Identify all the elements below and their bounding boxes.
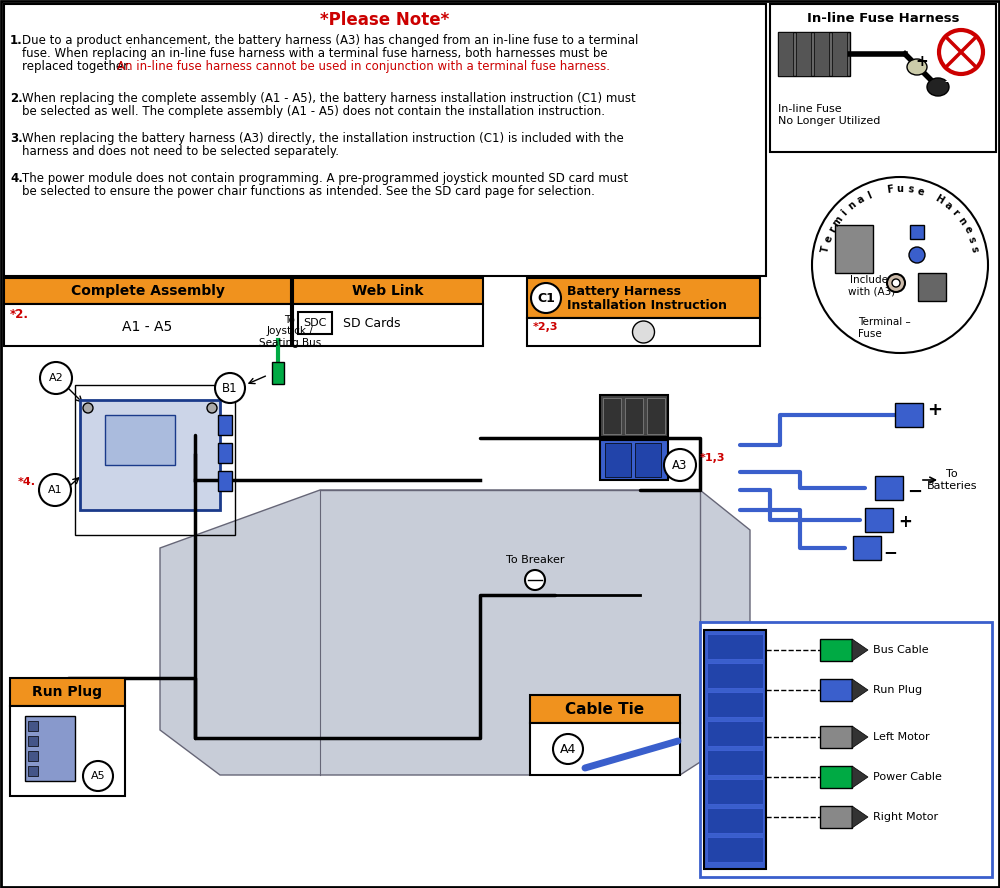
Text: 1.: 1. bbox=[10, 34, 23, 47]
Text: To
Batteries: To Batteries bbox=[927, 469, 977, 491]
FancyBboxPatch shape bbox=[647, 398, 665, 434]
Circle shape bbox=[39, 474, 71, 506]
FancyBboxPatch shape bbox=[603, 398, 621, 434]
FancyBboxPatch shape bbox=[293, 304, 483, 346]
Text: e: e bbox=[916, 186, 925, 197]
Text: A1: A1 bbox=[48, 485, 62, 495]
Text: F: F bbox=[886, 185, 894, 195]
Circle shape bbox=[633, 321, 654, 343]
FancyBboxPatch shape bbox=[895, 403, 923, 427]
Circle shape bbox=[83, 761, 113, 791]
Text: A3: A3 bbox=[672, 458, 688, 472]
Text: e: e bbox=[961, 225, 973, 235]
Text: Left Motor: Left Motor bbox=[873, 732, 930, 742]
Text: +: + bbox=[772, 799, 785, 814]
FancyBboxPatch shape bbox=[778, 32, 793, 76]
Text: H: H bbox=[933, 194, 945, 206]
Text: Web Link: Web Link bbox=[352, 284, 424, 298]
FancyBboxPatch shape bbox=[527, 318, 760, 346]
Text: SDC: SDC bbox=[303, 318, 327, 328]
Text: a: a bbox=[942, 200, 954, 212]
FancyBboxPatch shape bbox=[4, 4, 766, 276]
Circle shape bbox=[553, 734, 583, 764]
Text: Battery Harness: Battery Harness bbox=[567, 284, 681, 297]
Text: When replacing the complete assembly (A1 - A5), the battery harness installation: When replacing the complete assembly (A1… bbox=[22, 92, 636, 105]
Text: replaced together.: replaced together. bbox=[22, 60, 138, 73]
Circle shape bbox=[939, 30, 983, 74]
Text: Terminal –
Fuse: Terminal – Fuse bbox=[858, 317, 911, 338]
Text: Run Plug: Run Plug bbox=[32, 685, 103, 699]
Text: i: i bbox=[840, 209, 849, 218]
Text: A4: A4 bbox=[560, 742, 576, 756]
Text: m: m bbox=[831, 214, 845, 228]
Text: T: T bbox=[820, 245, 831, 254]
FancyBboxPatch shape bbox=[707, 634, 763, 659]
Text: e: e bbox=[823, 234, 834, 244]
FancyBboxPatch shape bbox=[10, 706, 125, 796]
Text: n: n bbox=[846, 200, 858, 212]
FancyBboxPatch shape bbox=[527, 278, 760, 318]
Text: harness and does not need to be selected separately.: harness and does not need to be selected… bbox=[22, 145, 339, 158]
FancyBboxPatch shape bbox=[105, 415, 175, 465]
Text: A2: A2 bbox=[49, 373, 63, 383]
FancyBboxPatch shape bbox=[820, 806, 852, 828]
Text: −: − bbox=[907, 483, 923, 501]
Polygon shape bbox=[852, 726, 868, 748]
Text: M2: M2 bbox=[772, 830, 793, 844]
Text: SD Cards: SD Cards bbox=[343, 316, 400, 329]
Text: −: − bbox=[772, 770, 785, 784]
Text: In-line Fuse
No Longer Utilized: In-line Fuse No Longer Utilized bbox=[778, 104, 880, 125]
FancyBboxPatch shape bbox=[704, 630, 766, 869]
Text: *2.: *2. bbox=[10, 308, 29, 321]
Text: B1: B1 bbox=[222, 382, 238, 394]
FancyBboxPatch shape bbox=[218, 415, 232, 435]
Text: To
Joystick /
Seating Bus: To Joystick / Seating Bus bbox=[259, 315, 321, 348]
FancyBboxPatch shape bbox=[865, 508, 893, 532]
Text: 2.: 2. bbox=[10, 92, 23, 105]
Circle shape bbox=[40, 362, 72, 394]
FancyBboxPatch shape bbox=[605, 443, 631, 477]
FancyBboxPatch shape bbox=[707, 779, 763, 804]
FancyBboxPatch shape bbox=[218, 443, 232, 463]
Text: fuse. When replacing an in-line fuse harness with a terminal fuse harness, both : fuse. When replacing an in-line fuse har… bbox=[22, 47, 608, 60]
FancyBboxPatch shape bbox=[707, 721, 763, 746]
Text: l: l bbox=[866, 190, 873, 201]
Text: Complete Assembly: Complete Assembly bbox=[71, 284, 224, 298]
Text: Power Cable: Power Cable bbox=[873, 772, 942, 782]
Text: Bus Cable: Bus Cable bbox=[873, 645, 929, 655]
FancyBboxPatch shape bbox=[25, 716, 75, 781]
Circle shape bbox=[892, 279, 900, 287]
Text: r: r bbox=[827, 226, 838, 234]
FancyBboxPatch shape bbox=[600, 395, 668, 437]
Circle shape bbox=[812, 177, 988, 353]
FancyBboxPatch shape bbox=[778, 32, 850, 76]
FancyBboxPatch shape bbox=[853, 536, 881, 560]
FancyBboxPatch shape bbox=[635, 443, 661, 477]
Text: +: + bbox=[928, 401, 942, 419]
FancyBboxPatch shape bbox=[700, 622, 992, 877]
Text: M1: M1 bbox=[772, 731, 793, 743]
FancyBboxPatch shape bbox=[4, 278, 291, 304]
FancyBboxPatch shape bbox=[28, 751, 38, 761]
Text: u: u bbox=[896, 184, 904, 194]
FancyBboxPatch shape bbox=[625, 398, 643, 434]
Text: *1,3: *1,3 bbox=[700, 453, 726, 463]
FancyBboxPatch shape bbox=[820, 726, 852, 748]
Text: 4.: 4. bbox=[10, 172, 23, 185]
Circle shape bbox=[215, 373, 245, 403]
Text: be selected as well. The complete assembly (A1 - A5) does not contain the instal: be selected as well. The complete assemb… bbox=[22, 105, 605, 118]
Text: 3.: 3. bbox=[10, 132, 23, 145]
Text: Installation Instruction: Installation Instruction bbox=[567, 298, 727, 312]
Text: −: − bbox=[944, 75, 956, 90]
FancyBboxPatch shape bbox=[820, 679, 852, 701]
Text: −: − bbox=[772, 852, 785, 868]
Text: A1 - A5: A1 - A5 bbox=[122, 320, 173, 334]
FancyBboxPatch shape bbox=[832, 32, 847, 76]
FancyBboxPatch shape bbox=[293, 278, 483, 304]
Ellipse shape bbox=[907, 59, 927, 75]
FancyBboxPatch shape bbox=[530, 695, 680, 723]
Text: be selected to ensure the power chair functions as intended. See the SD card pag: be selected to ensure the power chair fu… bbox=[22, 185, 595, 198]
FancyBboxPatch shape bbox=[820, 639, 852, 661]
Text: −: − bbox=[883, 543, 897, 561]
